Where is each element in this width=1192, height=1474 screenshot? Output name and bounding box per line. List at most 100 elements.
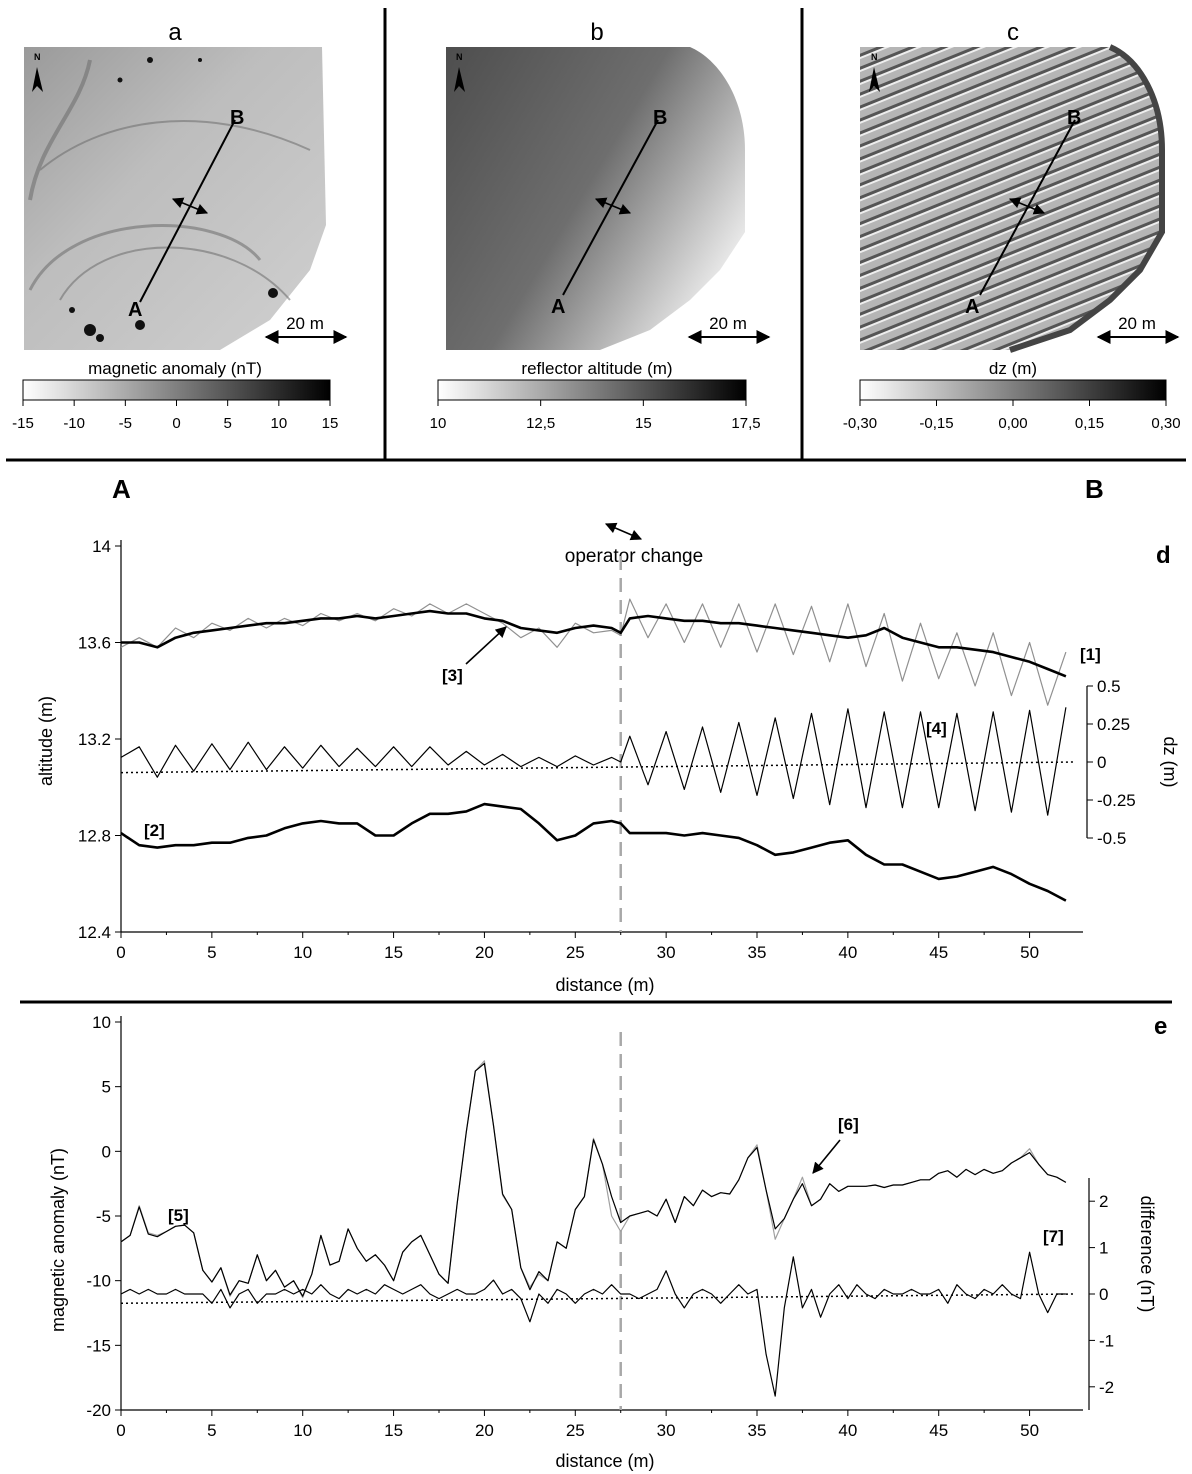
north-label: N [871, 52, 878, 62]
y-axis-label: magnetic anomaly (nT) [48, 1148, 68, 1332]
colorbar-tick-label: -10 [63, 415, 85, 432]
y2-tick-label: 0.5 [1097, 677, 1121, 696]
series-label-1: [1] [1080, 645, 1101, 664]
point-a-label: A [551, 296, 565, 318]
colorbar-title: magnetic anomaly (nT) [88, 359, 262, 378]
x-tick-label: 50 [1020, 943, 1039, 962]
north-arrow-icon [32, 67, 43, 92]
scale-bar-label: 20 m [709, 314, 747, 333]
x-tick-label: 40 [838, 1421, 857, 1440]
label-arrow-icon [812, 1139, 841, 1174]
x-tick-label: 30 [657, 1421, 676, 1440]
colorbar-tick-label: -5 [119, 415, 132, 432]
chart-d-plot: 0 5 10 15 20 25 30 35 40 45 50 12.4 12.8 13.2 13.6 14 -0… [78, 537, 1136, 962]
y-axis-label: altitude (m) [36, 696, 56, 786]
north-arrow-icon [454, 67, 465, 92]
x-tick-label: 40 [838, 943, 857, 962]
profile-end-label: B [1085, 474, 1104, 504]
colorbar-ticks: -0,30 -0,15 0,00 0,15 0,30 [843, 400, 1181, 432]
y2-tick-label: 0.25 [1097, 715, 1130, 734]
dz-map-image [860, 47, 1162, 350]
direction-arrow-icon [1008, 197, 1046, 215]
series-line [121, 609, 1067, 678]
y2-tick-label: -1 [1099, 1331, 1114, 1350]
y2-tick-label: -2 [1099, 1378, 1114, 1397]
y-tick-label: 10 [92, 1013, 111, 1032]
chart-e-plot: 0 5 10 15 20 25 30 35 40 45 50-20-15-10-50510-2-10… [86, 1013, 1114, 1440]
trend-line [120, 1293, 1076, 1305]
colorbar-tick-label: 0,00 [998, 415, 1027, 432]
colorbar-tick-label: 15 [322, 415, 339, 432]
series-line [120, 802, 1067, 902]
operator-change-label: operator change [565, 546, 703, 567]
direction-arrow-icon [594, 197, 632, 215]
magnetic-map-image [24, 47, 326, 350]
panel-letter: d [1156, 542, 1171, 569]
x-tick-label: 35 [748, 1421, 767, 1440]
series-line [120, 1060, 1067, 1299]
reflector-map-image [446, 47, 745, 350]
y-tick-label: -15 [86, 1336, 111, 1355]
y-tick-label: -20 [86, 1401, 111, 1420]
colorbar-tick-label: -0,15 [919, 415, 953, 432]
map-texture [69, 57, 278, 342]
x-tick-label: 35 [748, 943, 767, 962]
x-axis-label: distance (m) [555, 975, 654, 995]
direction-arrow-icon [604, 522, 643, 541]
y2-axis-label: dz (m) [1160, 737, 1180, 788]
y-tick-label: -5 [96, 1207, 111, 1226]
x-tick-label: 5 [207, 1421, 216, 1440]
colorbar-ticks: -15 -10 -5 0 5 10 15 [12, 400, 338, 432]
colorbar [437, 379, 747, 401]
series-line [120, 1062, 1067, 1297]
colorbar-tick-label: 0,15 [1075, 415, 1104, 432]
panel-letter: b [590, 19, 603, 46]
series-label-3: [3] [442, 666, 463, 685]
scale-bar-label: 20 m [286, 314, 324, 333]
colorbar-tick-label: 17,5 [731, 415, 760, 432]
colorbar-tick-label: 0,30 [1151, 415, 1180, 432]
point-a-label: A [965, 296, 979, 318]
colorbar-tick-label: 5 [223, 415, 231, 432]
x-tick-label: 10 [293, 1421, 312, 1440]
colorbar-tick-label: 10 [270, 415, 287, 432]
chart-d: d operator change 0 5 10 15 20 25 30 35 40 45 50 12… [36, 522, 1180, 995]
x-tick-label: 45 [929, 943, 948, 962]
colorbar-tick-label: 12,5 [526, 415, 555, 432]
colorbar-tick-label: 15 [635, 415, 652, 432]
x-tick-label: 30 [657, 943, 676, 962]
map-panel-b: b N A B 20 m reflector altitude (m) 10 12… [430, 19, 771, 432]
point-b-label: B [653, 107, 667, 129]
direction-arrow-icon [171, 197, 209, 215]
point-b-label: B [230, 107, 244, 129]
x-axis-label: distance (m) [555, 1451, 654, 1471]
x-tick-label: 15 [384, 1421, 403, 1440]
y2-tick-label: 2 [1099, 1192, 1108, 1211]
point-b-label: B [1067, 107, 1081, 129]
y-tick-label: 13.2 [78, 730, 111, 749]
series-label-5: [5] [168, 1206, 189, 1225]
y2-axis-label: difference (nT) [1137, 1196, 1157, 1313]
map-texture [1009, 44, 1165, 353]
colorbar [859, 379, 1167, 401]
point-a-label: A [128, 299, 142, 321]
series-line [120, 707, 1067, 816]
trend-line [120, 761, 1076, 774]
north-arrow-icon [869, 67, 880, 92]
scale-bar-label: 20 m [1118, 314, 1156, 333]
y-tick-label: 5 [102, 1078, 111, 1097]
panel-letter: e [1154, 1013, 1167, 1040]
y2-tick-label: -0.25 [1097, 791, 1136, 810]
panel-letter: a [168, 19, 182, 46]
north-label: N [34, 52, 41, 62]
chart-e: e 0 5 10 15 20 25 30 35 40 45 50-20-15-10-50510-2-… [48, 1013, 1167, 1471]
series-label-7: [7] [1043, 1227, 1064, 1246]
y2-tick-label: 1 [1099, 1239, 1108, 1258]
panel-letter: c [1007, 19, 1019, 46]
x-tick-label: 45 [929, 1421, 948, 1440]
y2-tick-label: 0 [1099, 1285, 1108, 1304]
y-tick-label: 12.8 [78, 827, 111, 846]
x-tick-label: 25 [566, 1421, 585, 1440]
colorbar-tick-label: -15 [12, 415, 34, 432]
